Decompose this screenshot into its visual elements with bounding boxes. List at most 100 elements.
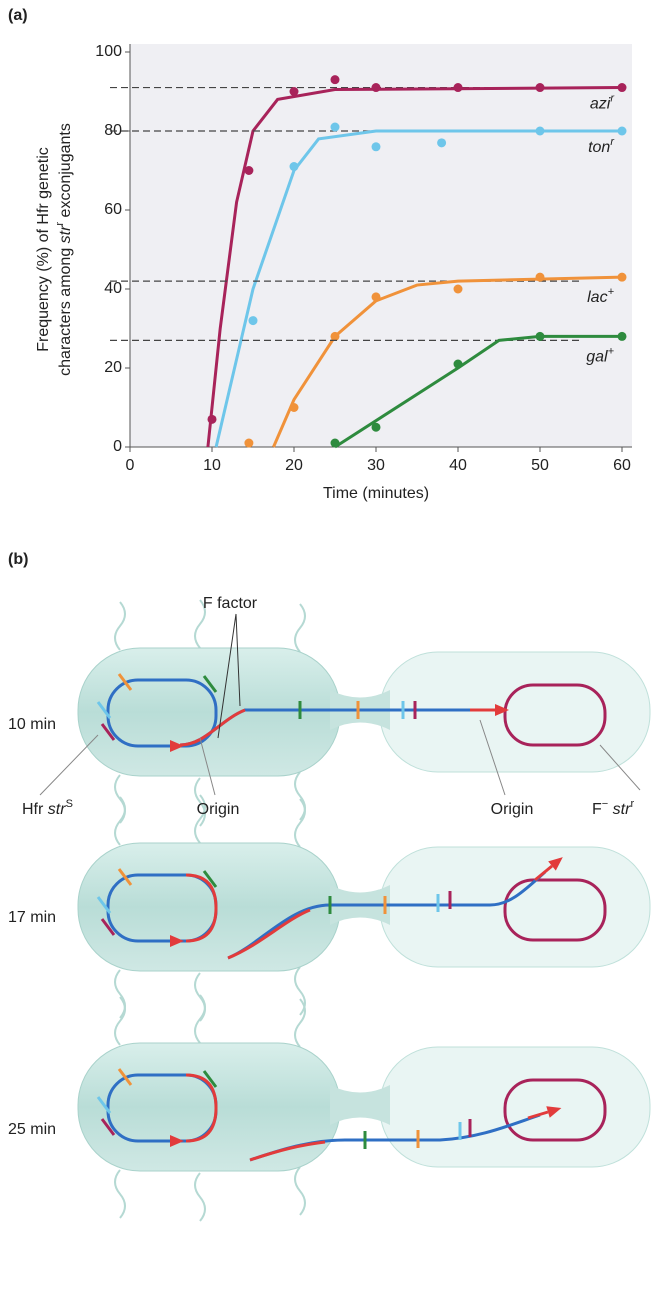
arrowhead: [495, 704, 509, 716]
data-point: [371, 292, 381, 302]
data-point: [617, 331, 627, 341]
gene-marker: [202, 1070, 218, 1088]
flagellum: [294, 966, 306, 1016]
data-point: [244, 166, 254, 175]
donor-f-segment: [185, 1073, 218, 1143]
text-part: ton: [588, 139, 610, 156]
data-point: [453, 83, 463, 93]
flagellum: [294, 798, 306, 848]
y-tick-label: 20: [104, 359, 122, 376]
origin-label: Origin: [197, 801, 240, 818]
data-point: [330, 122, 340, 132]
data-point: [289, 162, 299, 172]
gene-marker: [100, 918, 116, 936]
gene-marker: [117, 868, 133, 886]
recipient-cell: [379, 651, 651, 773]
recipient-cell: [379, 846, 651, 968]
data-point: [371, 422, 381, 432]
x-tick-label: 30: [367, 457, 385, 474]
y-tick-label: 0: [113, 438, 122, 455]
series-label: tonr: [588, 136, 615, 156]
flagellum: [194, 794, 206, 844]
arrowhead: [548, 857, 563, 871]
y-axis-label: Frequency (%) of Hfr genetic: [35, 147, 52, 352]
time-label: 25 min: [8, 1121, 56, 1138]
flagellum: [294, 1166, 306, 1216]
gene-marker: [202, 870, 218, 888]
flagellum: [294, 603, 306, 653]
leader-line: [217, 613, 241, 739]
x-axis-label: Time (minutes): [323, 485, 429, 502]
x-tick-label: 60: [613, 457, 631, 474]
series-label: gal+: [586, 345, 614, 365]
data-point: [330, 75, 340, 85]
y-axis-label: characters among strr exconjugants: [54, 123, 74, 376]
origin-arrow: [170, 1135, 184, 1147]
text-part: characters among: [57, 243, 74, 376]
text-part: r: [610, 92, 615, 104]
flagellum: [294, 771, 306, 821]
text-part: azi: [590, 96, 611, 113]
f-factor-dna: [249, 1140, 326, 1162]
data-point: [617, 126, 627, 136]
flagellum: [194, 777, 206, 827]
text-part: r: [610, 136, 615, 148]
data-point: [453, 359, 463, 369]
flagellum: [114, 1169, 126, 1219]
origin-arrow: [170, 740, 184, 752]
arrowhead: [546, 1106, 562, 1118]
flagellum: [194, 1172, 206, 1222]
data-point: [453, 284, 463, 294]
hfr-label: Hfr strS: [22, 798, 73, 818]
data-point: [371, 142, 381, 152]
data-point: [437, 138, 447, 148]
x-tick-label: 40: [449, 457, 467, 474]
flagellum: [194, 994, 206, 1044]
x-tick-label: 50: [531, 457, 549, 474]
text-part: str: [48, 801, 66, 818]
gene-marker: [96, 896, 112, 914]
x-tick-label: 0: [126, 457, 135, 474]
flagellum: [114, 796, 126, 846]
recipient-chromosome: [503, 878, 607, 942]
text-part: str: [608, 801, 631, 818]
text-part: exconjugants: [57, 123, 74, 222]
data-point: [330, 438, 340, 448]
f-factor-label: F factor: [203, 595, 258, 612]
time-label: 17 min: [8, 909, 56, 926]
text-part: S: [66, 798, 73, 810]
text-part: F: [592, 801, 602, 818]
recipient-chromosome: [503, 1078, 607, 1142]
y-tick-label: 100: [95, 43, 122, 60]
f-factor-dna: [179, 708, 246, 747]
flagellum: [114, 969, 126, 1019]
f-factor-dna: [227, 908, 311, 960]
panel-label: (b): [8, 551, 28, 568]
series-label: azir: [590, 92, 615, 112]
data-point: [535, 331, 545, 341]
data-point: [289, 403, 299, 412]
gene-marker: [202, 675, 218, 693]
fit-curve: [334, 334, 622, 449]
text-part: −: [602, 798, 608, 810]
transfer-arrow: [527, 1110, 549, 1120]
leader-line: [39, 719, 641, 796]
y-tick-label: 60: [104, 201, 122, 218]
donor-cell: [77, 842, 341, 972]
origin-label: Origin: [491, 801, 534, 818]
transfer-arrow: [534, 864, 553, 882]
flagellum: [114, 996, 126, 1046]
data-point: [617, 83, 627, 93]
gene-marker: [100, 1118, 116, 1136]
series-label: lac+: [587, 286, 614, 306]
data-point: [244, 438, 254, 448]
conjugation-bridge: [330, 1085, 390, 1125]
gene-marker: [117, 1068, 133, 1086]
gene-marker: [96, 1096, 112, 1114]
plot-area: [130, 44, 632, 447]
text-part: r: [54, 222, 66, 226]
data-point: [248, 316, 258, 326]
data-point: [330, 331, 340, 341]
data-point: [535, 126, 545, 136]
